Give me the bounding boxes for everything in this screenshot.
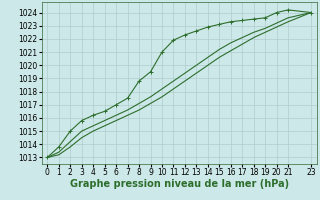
X-axis label: Graphe pression niveau de la mer (hPa): Graphe pression niveau de la mer (hPa) [70, 179, 289, 189]
